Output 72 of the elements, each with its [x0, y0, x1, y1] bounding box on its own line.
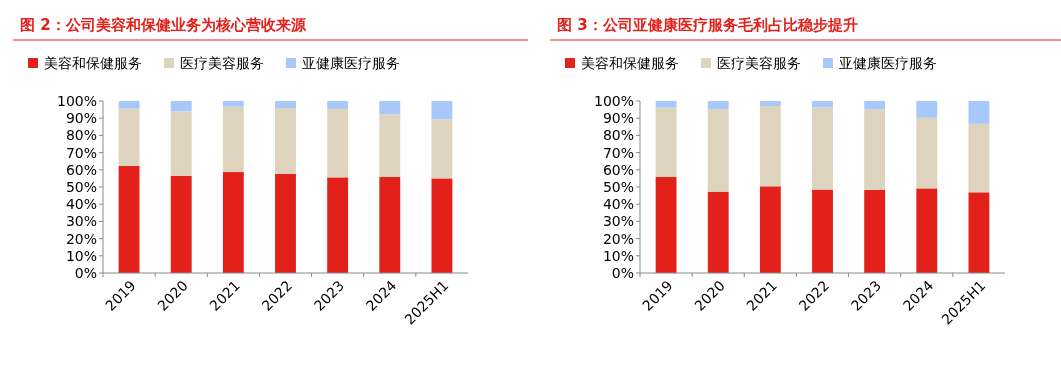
- bar: [170, 175, 192, 273]
- bar: [170, 101, 192, 112]
- y-tick-label: 60%: [602, 161, 634, 178]
- bar: [655, 177, 677, 273]
- legend-label: 医疗美容服务: [717, 55, 801, 71]
- bar: [968, 101, 990, 124]
- y-tick-label: 100%: [593, 92, 634, 109]
- bar: [812, 189, 833, 273]
- bar: [222, 172, 244, 273]
- bar: [275, 101, 296, 109]
- y-tick-label: 90%: [65, 110, 97, 127]
- y-tick-label: 20%: [65, 230, 97, 247]
- bar: [916, 117, 938, 189]
- bar: [222, 106, 244, 173]
- bar: [864, 109, 886, 190]
- bar: [812, 107, 833, 190]
- legend-label: 亚健康医疗服务: [839, 55, 937, 71]
- legend-label: 医疗美容服务: [180, 55, 264, 71]
- bar: [707, 101, 729, 110]
- bar: [379, 101, 401, 115]
- y-tick-label: 30%: [65, 213, 97, 230]
- y-tick-label: 40%: [602, 196, 634, 213]
- legend-label: 美容和保健服务: [44, 55, 142, 71]
- bar: [379, 177, 401, 273]
- y-tick-label: 30%: [602, 213, 634, 230]
- y-tick-label: 10%: [65, 247, 97, 264]
- bar: [431, 178, 453, 273]
- chart-title: 图 3：公司亚健康医疗服务毛利占比稳步提升: [557, 16, 858, 34]
- bar: [118, 101, 140, 109]
- bar: [431, 101, 453, 120]
- y-tick-label: 50%: [65, 178, 97, 195]
- bar: [655, 107, 677, 178]
- bar: [916, 101, 938, 118]
- bar: [327, 177, 349, 273]
- y-tick-label: 80%: [65, 127, 97, 144]
- bar: [379, 114, 401, 178]
- bar: [759, 105, 781, 187]
- bar: [864, 101, 886, 110]
- y-tick-label: 90%: [602, 110, 634, 127]
- bar: [275, 173, 296, 273]
- y-tick-label: 100%: [56, 92, 97, 109]
- bar: [118, 108, 140, 167]
- legend-label: 美容和保健服务: [581, 55, 679, 71]
- y-tick-label: 0%: [611, 264, 634, 281]
- y-tick-label: 10%: [602, 247, 634, 264]
- bar: [327, 108, 349, 178]
- y-tick-label: 70%: [65, 144, 97, 161]
- y-tick-label: 70%: [602, 144, 634, 161]
- bar: [118, 166, 140, 273]
- y-tick-label: 20%: [602, 230, 634, 247]
- y-tick-label: 0%: [74, 264, 97, 281]
- bar: [968, 123, 990, 193]
- bar: [327, 101, 349, 109]
- bar: [812, 101, 833, 108]
- y-tick-label: 40%: [65, 196, 97, 213]
- bar: [864, 189, 886, 273]
- y-tick-label: 80%: [602, 127, 634, 144]
- bar: [968, 192, 990, 273]
- bar: [275, 108, 296, 174]
- bar: [759, 186, 781, 273]
- bar: [170, 111, 192, 176]
- bar: [431, 119, 453, 179]
- bar: [916, 188, 938, 273]
- bar: [707, 109, 729, 192]
- bar: [222, 101, 244, 107]
- bar: [655, 101, 677, 108]
- bar: [707, 191, 729, 273]
- y-tick-label: 60%: [65, 161, 97, 178]
- chart-title: 图 2：公司美容和保健业务为核心营收来源: [20, 16, 307, 34]
- y-tick-label: 50%: [602, 178, 634, 195]
- bar: [759, 101, 781, 106]
- legend-label: 亚健康医疗服务: [302, 55, 400, 71]
